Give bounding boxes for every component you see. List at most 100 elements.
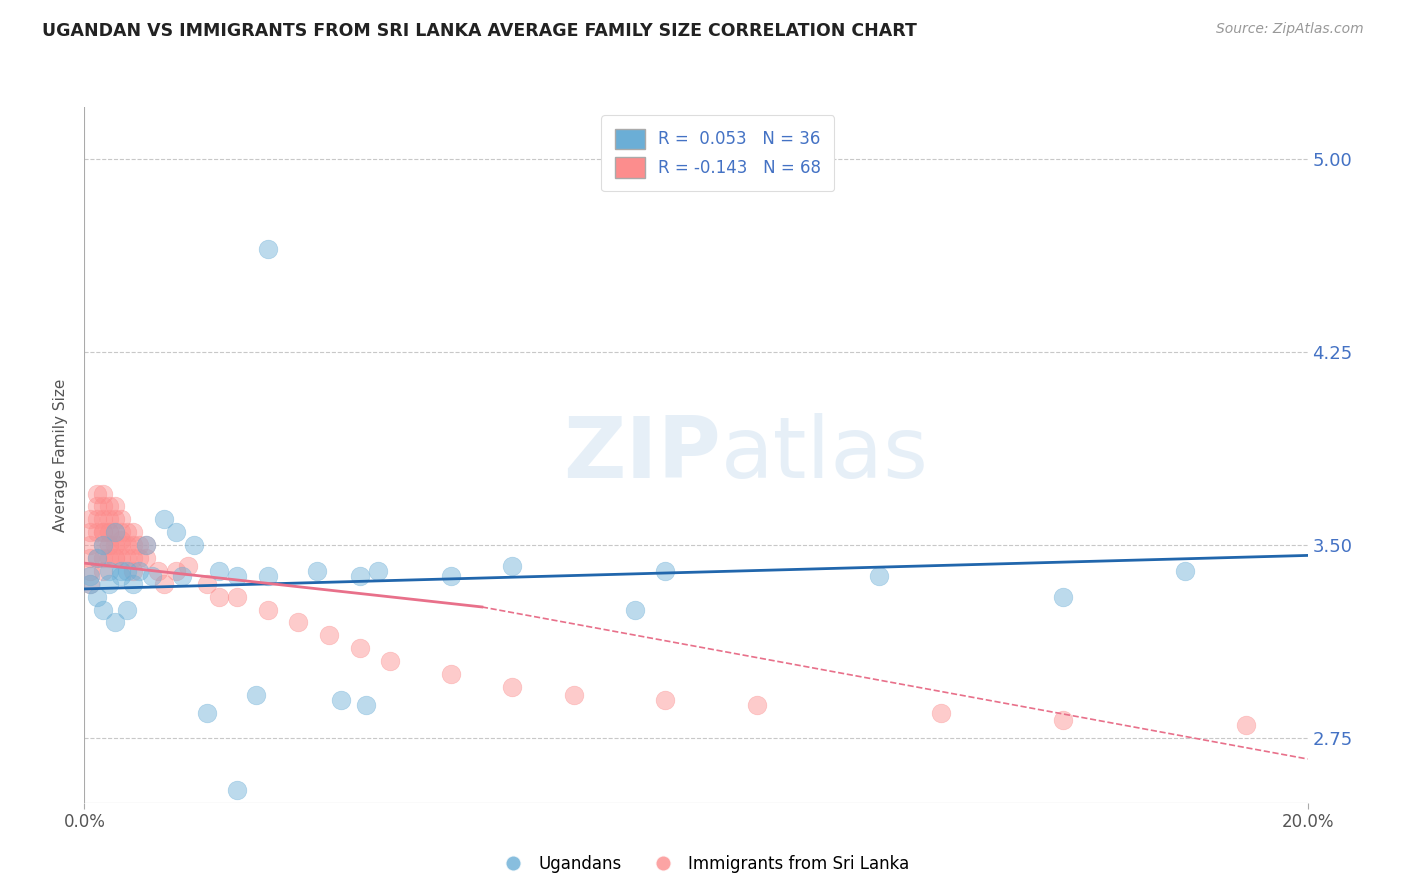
Y-axis label: Average Family Size: Average Family Size	[53, 378, 69, 532]
Point	[122, 525, 145, 540]
Point	[208, 590, 231, 604]
Point	[624, 602, 647, 616]
Point	[502, 680, 524, 694]
Point	[367, 564, 389, 578]
Point	[257, 569, 280, 583]
Point	[257, 242, 280, 256]
Point	[86, 551, 108, 566]
Point	[1236, 718, 1258, 732]
Point	[91, 564, 114, 578]
Point	[91, 525, 114, 540]
Point	[97, 564, 120, 578]
Point	[79, 525, 101, 540]
Point	[502, 558, 524, 573]
Point	[97, 538, 120, 552]
Point	[79, 576, 101, 591]
Point	[208, 564, 231, 578]
Point	[183, 538, 205, 552]
Text: atlas: atlas	[720, 413, 928, 497]
Point	[135, 538, 157, 552]
Point	[747, 698, 769, 712]
Point	[165, 564, 187, 578]
Point	[97, 551, 120, 566]
Point	[79, 551, 101, 566]
Point	[104, 551, 127, 566]
Point	[177, 558, 200, 573]
Point	[380, 654, 402, 668]
Text: Source: ZipAtlas.com: Source: ZipAtlas.com	[1216, 22, 1364, 37]
Point	[86, 512, 108, 526]
Point	[110, 512, 132, 526]
Point	[1052, 590, 1074, 604]
Point	[122, 551, 145, 566]
Point	[97, 500, 120, 514]
Point	[257, 602, 280, 616]
Point	[86, 590, 108, 604]
Point	[135, 538, 157, 552]
Point	[91, 602, 114, 616]
Point	[97, 525, 120, 540]
Point	[226, 783, 249, 797]
Point	[440, 667, 463, 681]
Point	[226, 590, 249, 604]
Text: ZIP: ZIP	[562, 413, 720, 497]
Legend: Ugandans, Immigrants from Sri Lanka: Ugandans, Immigrants from Sri Lanka	[489, 848, 917, 880]
Point	[165, 525, 187, 540]
Point	[195, 706, 218, 720]
Point	[79, 538, 101, 552]
Point	[172, 569, 194, 583]
Point	[115, 602, 138, 616]
Text: UGANDAN VS IMMIGRANTS FROM SRI LANKA AVERAGE FAMILY SIZE CORRELATION CHART: UGANDAN VS IMMIGRANTS FROM SRI LANKA AVE…	[42, 22, 917, 40]
Point	[79, 569, 101, 583]
Point	[305, 564, 328, 578]
Point	[97, 538, 120, 552]
Point	[654, 564, 676, 578]
Point	[318, 628, 340, 642]
Point	[153, 512, 176, 526]
Point	[91, 551, 114, 566]
Point	[97, 512, 120, 526]
Point	[91, 538, 114, 552]
Point	[91, 538, 114, 552]
Point	[128, 564, 150, 578]
Point	[110, 551, 132, 566]
Point	[349, 569, 371, 583]
Point	[122, 564, 145, 578]
Point	[122, 538, 145, 552]
Point	[110, 569, 132, 583]
Point	[104, 551, 127, 566]
Point	[86, 525, 108, 540]
Point	[79, 512, 101, 526]
Point	[104, 615, 127, 630]
Point	[86, 551, 108, 566]
Point	[354, 698, 377, 712]
Point	[330, 692, 353, 706]
Point	[128, 538, 150, 552]
Point	[104, 525, 127, 540]
Point	[115, 538, 138, 552]
Point	[86, 486, 108, 500]
Point	[79, 564, 101, 578]
Point	[91, 525, 114, 540]
Point	[141, 569, 163, 583]
Point	[245, 688, 267, 702]
Point	[869, 569, 891, 583]
Point	[91, 486, 114, 500]
Point	[91, 512, 114, 526]
Point	[146, 564, 169, 578]
Point	[195, 576, 218, 591]
Point	[122, 576, 145, 591]
Point	[226, 569, 249, 583]
Point	[97, 525, 120, 540]
Point	[104, 525, 127, 540]
Point	[86, 500, 108, 514]
Point	[115, 551, 138, 566]
Point	[97, 576, 120, 591]
Point	[128, 551, 150, 566]
Point	[110, 525, 132, 540]
Point	[91, 500, 114, 514]
Point	[1052, 714, 1074, 728]
Point	[104, 538, 127, 552]
Point	[110, 538, 132, 552]
Point	[654, 692, 676, 706]
